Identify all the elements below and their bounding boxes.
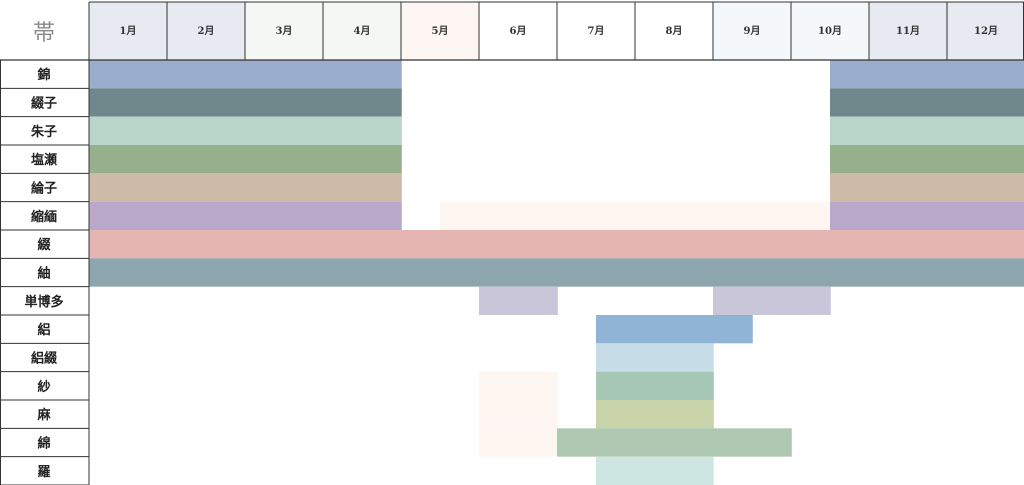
season-bar	[596, 400, 714, 429]
season-bar	[89, 116, 402, 145]
row-label: 縮緬	[31, 209, 57, 225]
month-label: 10月	[818, 25, 842, 37]
month-label: 4月	[354, 25, 371, 37]
month-label: 3月	[276, 25, 293, 37]
season-bar	[89, 88, 402, 117]
month-label: 2月	[198, 25, 215, 37]
month-label: 9月	[744, 25, 761, 37]
month-label: 11月	[896, 25, 920, 37]
row-label: 紬	[37, 266, 50, 282]
month-label: 5月	[432, 25, 449, 37]
season-bar	[89, 201, 402, 230]
row-label: 綴子	[31, 96, 57, 112]
month-header-backgrounds	[89, 2, 1024, 60]
row-label: 羅	[37, 465, 50, 480]
season-bar	[830, 60, 1024, 89]
season-bar	[479, 371, 558, 400]
month-label: 7月	[588, 25, 605, 37]
season-bar	[830, 88, 1024, 117]
season-bar	[830, 116, 1024, 145]
month-label: 6月	[510, 25, 527, 37]
season-bar	[479, 286, 519, 315]
month-label: 8月	[666, 25, 683, 37]
row-label: 塩瀬	[31, 152, 57, 168]
month-header-cell	[89, 2, 167, 60]
season-bars	[89, 60, 1024, 485]
row-label: 絽綴	[31, 351, 58, 367]
month-header-cell	[479, 2, 557, 60]
row-label: 絽	[37, 322, 50, 338]
season-bar	[440, 201, 831, 230]
season-bar	[713, 286, 831, 315]
month-header-cell	[323, 2, 401, 60]
month-header-cell	[635, 2, 713, 60]
month-header-cell	[869, 2, 947, 60]
season-bar	[830, 201, 1024, 230]
season-bar	[830, 173, 1024, 202]
season-bar	[89, 173, 402, 202]
month-label: 12月	[974, 25, 998, 37]
season-bar	[596, 456, 714, 485]
season-bar	[89, 60, 402, 89]
season-bar	[479, 400, 558, 429]
row-label: 単博多	[24, 294, 63, 310]
row-label: 綸子	[31, 181, 57, 197]
season-bar	[596, 343, 714, 372]
month-labels: 1月 2月 3月 4月 5月 6月 7月 8月 9月 10月 11月 12月	[120, 25, 998, 37]
season-bar	[89, 230, 1024, 259]
month-label: 1月	[120, 25, 137, 37]
month-header-cell	[401, 2, 479, 60]
month-header-cell	[245, 2, 323, 60]
season-bar	[596, 371, 714, 400]
corner-label: 帯	[33, 21, 55, 46]
season-bar	[596, 315, 753, 344]
season-bar	[479, 428, 558, 457]
row-label: 錦	[37, 67, 50, 83]
season-bar	[89, 258, 1024, 287]
row-label: 綴	[37, 237, 51, 253]
month-header-cell	[713, 2, 791, 60]
month-header-cell	[947, 2, 1024, 60]
row-label: 紗	[37, 379, 50, 395]
row-label: 朱子	[30, 124, 57, 140]
row-label: 綿	[37, 436, 50, 452]
season-bar	[89, 145, 402, 174]
month-header-cell	[557, 2, 635, 60]
season-bar	[830, 145, 1024, 174]
season-bar	[518, 286, 558, 315]
month-header-cell	[167, 2, 245, 60]
month-header-cell	[791, 2, 869, 60]
season-bar	[557, 428, 792, 457]
row-label: 麻	[36, 407, 51, 423]
